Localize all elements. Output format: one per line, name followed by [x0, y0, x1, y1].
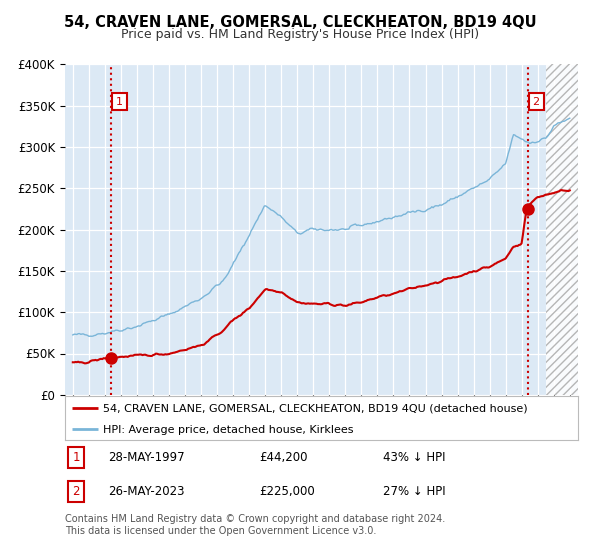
Text: 2: 2	[73, 485, 80, 498]
Text: 27% ↓ HPI: 27% ↓ HPI	[383, 485, 445, 498]
Text: 1: 1	[116, 96, 123, 106]
Text: 43% ↓ HPI: 43% ↓ HPI	[383, 451, 445, 464]
Text: 2: 2	[533, 96, 540, 106]
Bar	[546, 64, 578, 395]
Text: Price paid vs. HM Land Registry's House Price Index (HPI): Price paid vs. HM Land Registry's House …	[121, 28, 479, 41]
Text: 54, CRAVEN LANE, GOMERSAL, CLECKHEATON, BD19 4QU: 54, CRAVEN LANE, GOMERSAL, CLECKHEATON, …	[64, 15, 536, 30]
Text: HPI: Average price, detached house, Kirklees: HPI: Average price, detached house, Kirk…	[103, 425, 354, 435]
Text: 28-MAY-1997: 28-MAY-1997	[109, 451, 185, 464]
Text: 26-MAY-2023: 26-MAY-2023	[109, 485, 185, 498]
Text: 54, CRAVEN LANE, GOMERSAL, CLECKHEATON, BD19 4QU (detached house): 54, CRAVEN LANE, GOMERSAL, CLECKHEATON, …	[103, 404, 528, 413]
Text: £225,000: £225,000	[260, 485, 316, 498]
Text: Contains HM Land Registry data © Crown copyright and database right 2024.
This d: Contains HM Land Registry data © Crown c…	[65, 514, 445, 536]
Text: 1: 1	[73, 451, 80, 464]
Text: £44,200: £44,200	[260, 451, 308, 464]
